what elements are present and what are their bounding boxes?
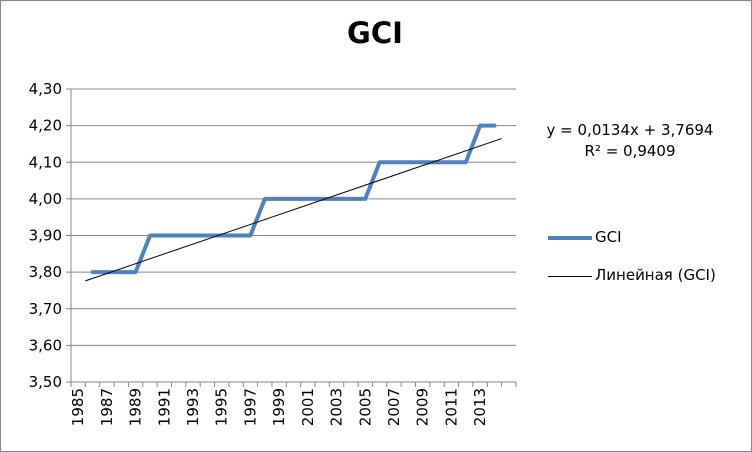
trendline-equation-box: y = 0,0134x + 3,7694 R² = 0,9409: [540, 120, 720, 162]
y-tick-label: 3,80: [29, 263, 62, 281]
x-tick-label: 2009: [414, 388, 432, 426]
x-tick-label: 1999: [270, 388, 288, 426]
x-tick-label: 1997: [241, 388, 259, 426]
series-layer: [85, 123, 502, 282]
y-tick-label: 4,10: [29, 153, 62, 171]
y-tick-label: 3,90: [29, 227, 62, 245]
y-axis-ticks: 3,50 3,60 3,70 3,80 3,90 4,00 4,10 4,20 4,30: [29, 80, 71, 391]
x-tick-label: 1995: [213, 388, 231, 426]
x-tick-label: 2011: [442, 388, 460, 426]
x-tick-label: 2001: [299, 388, 317, 426]
y-tick-label: 4,20: [29, 117, 62, 135]
legend-label-gci: GCI: [595, 228, 622, 246]
gridlines: [71, 88, 516, 346]
legend-swatch-gci: [548, 236, 592, 240]
y-tick-label: 4,30: [29, 80, 62, 98]
x-tick-label: 1987: [98, 388, 116, 426]
series-line-gci: [90, 123, 497, 275]
x-axis-ticks: 1985 1987 1989 1991 1993 1995 1997 1999 2001 2003…: [69, 382, 517, 426]
y-tick-label: 3,60: [29, 336, 62, 354]
x-tick-label: 2007: [385, 388, 403, 426]
y-tick-label: 3,50: [29, 373, 62, 391]
x-tick-label: 2013: [471, 388, 489, 426]
x-tick-label: 2003: [328, 388, 346, 426]
trendline: [85, 138, 502, 282]
x-tick-label: 1985: [69, 388, 87, 426]
trendline-r-squared: R² = 0,9409: [584, 142, 676, 160]
y-tick-label: 4,00: [29, 190, 62, 208]
x-tick-label: 1993: [184, 388, 202, 426]
trendline-equation: y = 0,0134x + 3,7694: [546, 121, 714, 139]
legend-swatch-trendline: [548, 276, 592, 277]
chart-title: GCI: [347, 16, 403, 50]
x-tick-label: 1991: [155, 388, 173, 426]
y-tick-label: 3,70: [29, 300, 62, 318]
legend-label-trendline: Линейная (GCI): [595, 266, 716, 284]
x-tick-label: 1989: [127, 388, 145, 426]
x-tick-label: 2005: [356, 388, 374, 426]
